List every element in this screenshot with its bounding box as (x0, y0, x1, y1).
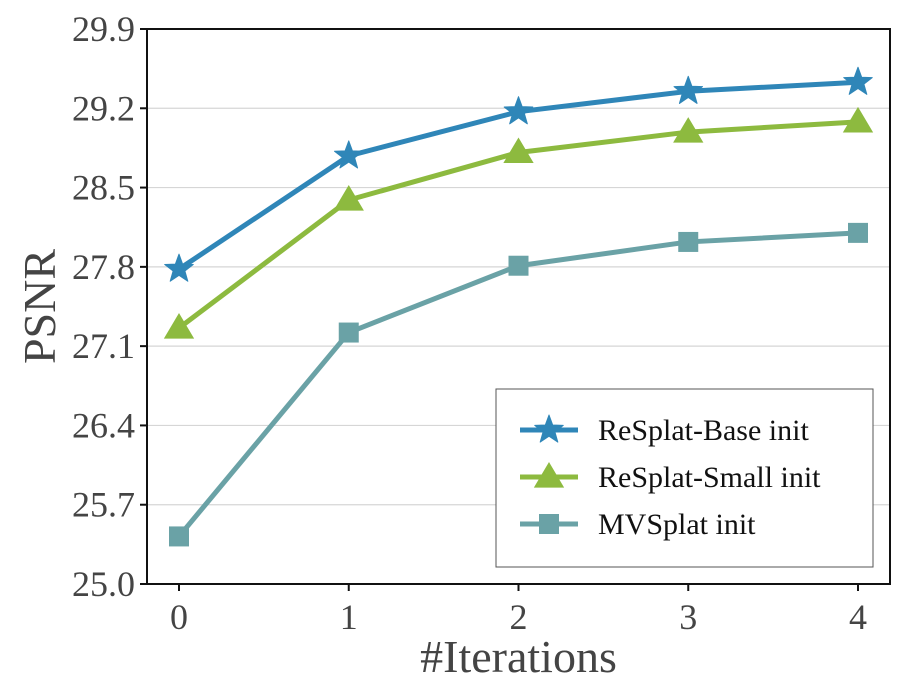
y-tick-label-4: 27.8 (72, 247, 135, 287)
series-1-point-3 (673, 117, 704, 143)
series-2-point-1 (338, 322, 359, 343)
legend-marker-2 (539, 514, 559, 534)
y-tick-label-5: 28.5 (72, 168, 135, 208)
series-2-point-2 (508, 255, 529, 276)
series-1-point-0 (163, 313, 195, 339)
x-tick-label-4: 4 (849, 597, 867, 637)
series-2-point-4 (848, 222, 868, 243)
axis-ticks: 25.0 25.7 26.4 27.1 27.8 28.5 29.2 29.9 0 1 2 3 4 (72, 9, 867, 637)
series-1 (163, 106, 874, 339)
series-lines (163, 66, 874, 547)
legend-marker-0 (534, 414, 564, 443)
y-tick-label-0: 25.0 (72, 564, 135, 604)
series-1-point-1 (333, 185, 364, 211)
y-tick-label-3: 27.1 (72, 326, 135, 366)
x-tick-label-0: 0 (170, 597, 188, 637)
series-0-point-3 (673, 75, 704, 104)
series-0 (164, 66, 873, 282)
y-tick-label-2: 26.4 (72, 405, 135, 445)
series-1-point-4 (842, 106, 874, 133)
series-0-point-2 (503, 96, 534, 125)
series-1-point-2 (503, 137, 534, 164)
x-tick-label-1: 1 (340, 597, 358, 637)
legend-label-1: ReSplat-Small init (598, 461, 821, 494)
legend-marker-1 (533, 462, 565, 488)
x-tick-label-2: 2 (510, 597, 528, 637)
x-tick-label-3: 3 (679, 597, 697, 637)
y-tick-label-7: 29.9 (72, 9, 135, 49)
x-axis-title: #Iterations (420, 631, 617, 682)
y-axis-title: PSNR (14, 249, 65, 364)
legend: ReSplat-Base init ReSplat-Small init MVSpl… (495, 388, 874, 568)
series-0-point-1 (333, 140, 364, 169)
legend-label-2: MVSplat init (598, 508, 756, 541)
series-2 (169, 222, 868, 547)
y-tick-label-6: 29.2 (72, 88, 135, 128)
y-tick-label-1: 25.7 (72, 485, 135, 525)
series-0-point-0 (164, 253, 194, 282)
legend-label-0: ReSplat-Base init (598, 414, 809, 447)
series-0-point-4 (843, 66, 873, 95)
series-2-point-3 (678, 231, 699, 252)
series-2-point-0 (169, 526, 189, 547)
